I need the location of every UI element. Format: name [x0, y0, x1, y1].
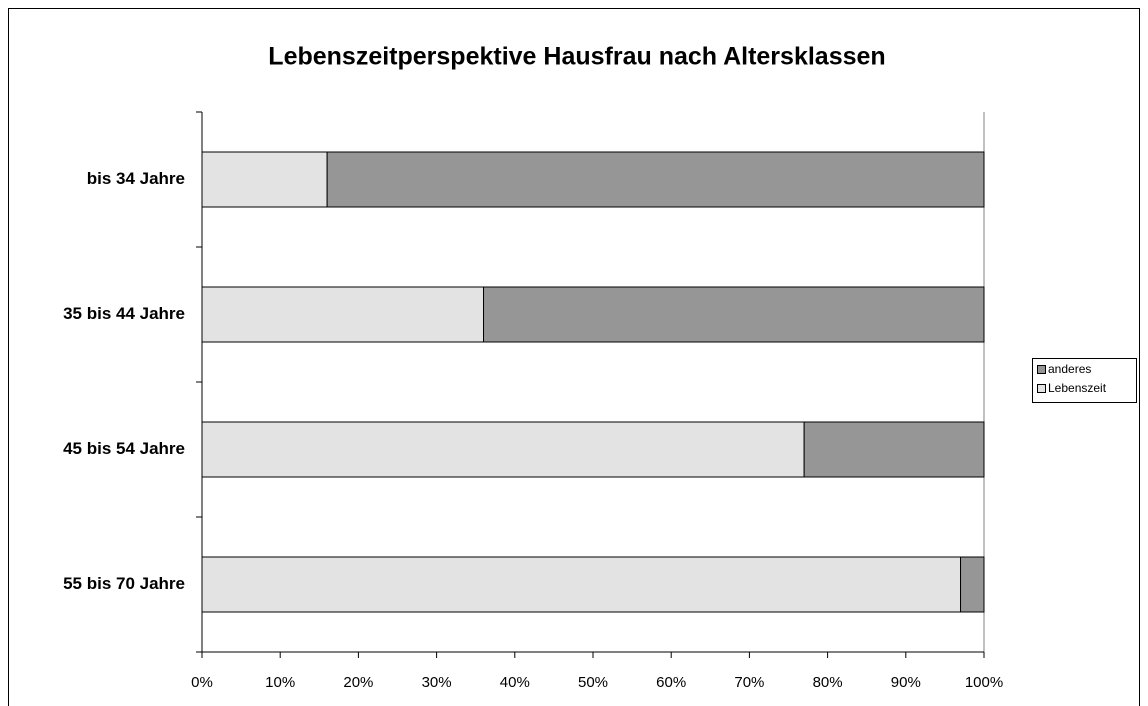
x-tick-label: 10%	[265, 674, 295, 691]
x-tick-label: 100%	[965, 674, 1003, 691]
legend: anderes Lebenszeit	[1032, 358, 1137, 403]
y-tick-label: 55 bis 70 Jahre	[63, 574, 185, 593]
x-tick-label: 50%	[578, 674, 608, 691]
legend-label: anderes	[1048, 362, 1091, 376]
legend-frame	[1032, 358, 1137, 403]
x-tick-label: 60%	[656, 674, 686, 691]
x-tick-label: 90%	[891, 674, 921, 691]
legend-swatch	[1037, 384, 1046, 393]
legend-swatch	[1037, 365, 1046, 374]
x-tick-label: 70%	[734, 674, 764, 691]
y-tick-label: 45 bis 54 Jahre	[63, 439, 185, 458]
bar-segment	[201, 421, 805, 478]
bar-segment	[201, 556, 962, 613]
bar-segment	[326, 151, 985, 208]
x-tick-label: 80%	[813, 674, 843, 691]
chart-title: Lebenszeitperspektive Hausfrau nach Alte…	[268, 43, 885, 71]
bar-segment	[803, 421, 985, 478]
y-tick-label: bis 34 Jahre	[87, 169, 185, 188]
y-tick-label: 35 bis 44 Jahre	[63, 304, 185, 323]
x-tick-label: 20%	[343, 674, 373, 691]
x-tick-label: 40%	[500, 674, 530, 691]
bar-segment	[960, 556, 985, 613]
bar-segment	[201, 151, 328, 208]
bar-segment	[201, 286, 485, 343]
legend-label: Lebenszeit	[1048, 381, 1107, 395]
x-tick-label: 30%	[422, 674, 452, 691]
bar-segment	[483, 286, 985, 343]
x-tick-label: 0%	[191, 674, 213, 691]
